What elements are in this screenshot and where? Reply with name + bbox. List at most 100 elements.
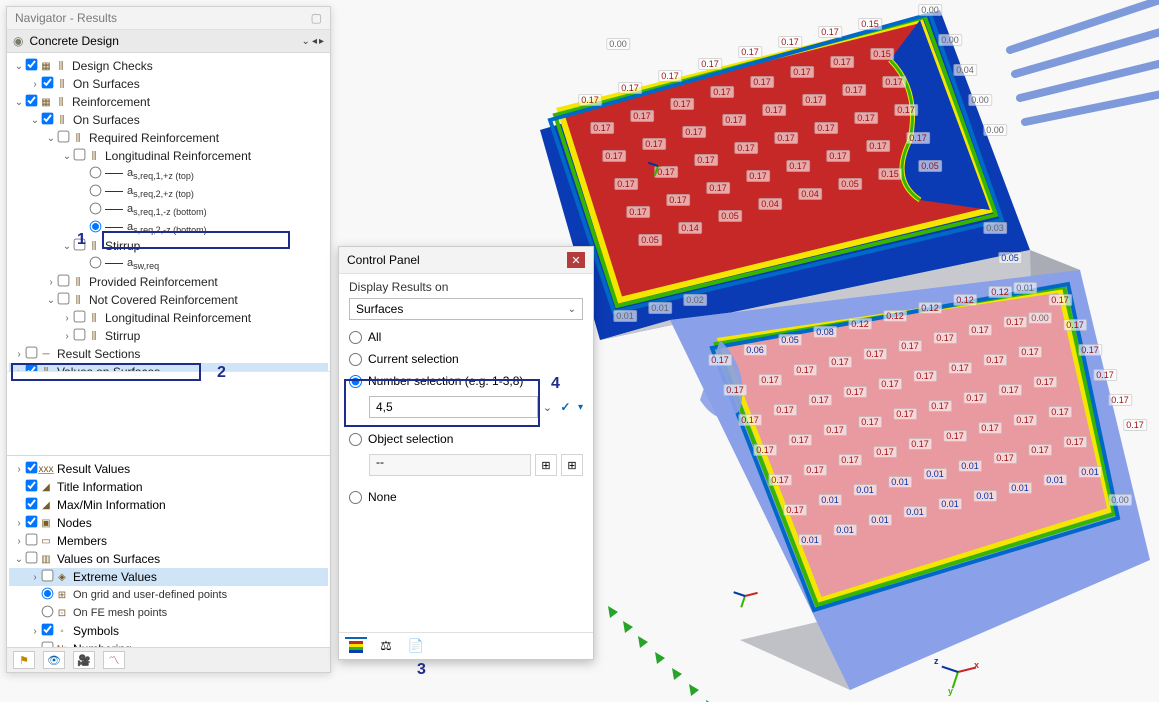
tree-row[interactable]: as,req,2,-z (bottom) [9, 219, 328, 237]
caret-collapsed-icon[interactable]: › [29, 644, 41, 648]
tree-row[interactable]: ◢Max/Min Information [9, 496, 328, 514]
tree-radio[interactable] [42, 588, 54, 600]
tree-row[interactable]: ›⫼On Surfaces [9, 75, 328, 93]
tree-checkbox[interactable] [26, 516, 38, 528]
tree-row[interactable]: ›◦Symbols [9, 622, 328, 640]
tab-eye[interactable]: 👁 [43, 651, 65, 669]
tree-row[interactable]: as,req,2,+z (top) [9, 183, 328, 201]
tree-checkbox[interactable] [26, 95, 38, 107]
tree-checkbox[interactable] [26, 365, 38, 371]
tree-row[interactable]: asw,req [9, 255, 328, 273]
display-on-select[interactable]: Surfaces ⌄ [349, 298, 583, 320]
tree-row[interactable]: ›⫼Provided Reinforcement [9, 273, 328, 291]
tree-row[interactable]: ›▭Members [9, 532, 328, 550]
caret-collapsed-icon[interactable]: › [61, 331, 73, 342]
pick2-icon[interactable]: ⊞ [561, 454, 583, 476]
cp-tab-export[interactable]: 📄 [405, 637, 427, 655]
navigator-options-tree[interactable]: ›x̲x̲x̲Result Values◢Title Information◢M… [7, 455, 330, 647]
tree-row[interactable]: ⌄▥Values on Surfaces [9, 550, 328, 568]
tree-row[interactable]: ⌄⫼Stirrup [9, 237, 328, 255]
radio-number-input[interactable] [349, 375, 362, 388]
caret-expanded-icon[interactable]: ⌄ [29, 115, 41, 126]
number-selection-input[interactable] [369, 396, 538, 418]
caret-collapsed-icon[interactable]: › [13, 536, 25, 547]
tree-checkbox[interactable] [74, 149, 86, 161]
tree-row[interactable]: ›⫼Longitudinal Reinforcement [9, 309, 328, 327]
caret-collapsed-icon[interactable]: › [13, 518, 25, 529]
tree-checkbox[interactable] [26, 552, 38, 564]
radio-object-input[interactable] [349, 433, 362, 446]
tree-radio[interactable] [90, 203, 102, 215]
radio-none-input[interactable] [349, 491, 362, 504]
tree-radio[interactable] [90, 257, 102, 269]
caret-expanded-icon[interactable]: ⌄ [45, 295, 57, 306]
tab-chart[interactable]: 〽 [103, 651, 125, 669]
tree-row[interactable]: ⊡On FE mesh points [9, 604, 328, 622]
tree-checkbox[interactable] [74, 311, 86, 323]
radio-all[interactable]: All [349, 330, 583, 344]
caret-expanded-icon[interactable]: ⌄ [13, 97, 25, 108]
tree-checkbox[interactable] [74, 329, 86, 341]
caret-collapsed-icon[interactable]: › [29, 79, 41, 90]
tree-row[interactable]: ⌄⫼Not Covered Reinforcement [9, 291, 328, 309]
tree-checkbox[interactable] [42, 570, 54, 582]
caret-expanded-icon[interactable]: ⌄ [13, 61, 25, 72]
caret-collapsed-icon[interactable]: › [29, 572, 41, 583]
tree-checkbox[interactable] [42, 642, 54, 647]
tree-row[interactable]: ›⫼Stirrup [9, 327, 328, 345]
caret-expanded-icon[interactable]: ⌄ [13, 554, 25, 565]
tree-checkbox[interactable] [42, 624, 54, 636]
navigator-tree[interactable]: ⌄▦⫼Design Checks›⫼On Surfaces⌄▦⫼Reinforc… [7, 53, 330, 371]
caret-expanded-icon[interactable]: ⌄ [61, 241, 73, 252]
tree-row[interactable]: ⌄⫼Longitudinal Reinforcement [9, 147, 328, 165]
tree-checkbox[interactable] [26, 59, 38, 71]
apply-icon[interactable]: ✓ [557, 396, 574, 418]
cp-tab-colors[interactable] [345, 637, 367, 655]
next-icon[interactable]: ▸ [319, 36, 324, 47]
caret-collapsed-icon[interactable]: › [29, 626, 41, 637]
radio-all-input[interactable] [349, 331, 362, 344]
close-icon[interactable]: ✕ [567, 252, 585, 268]
caret-collapsed-icon[interactable]: › [13, 367, 25, 372]
caret-collapsed-icon[interactable]: › [45, 277, 57, 288]
radio-current-input[interactable] [349, 353, 362, 366]
panel-dock-icon[interactable]: ▢ [311, 11, 322, 25]
tree-row[interactable]: ›─Result Sections [9, 345, 328, 363]
tree-row[interactable]: ⌄▦⫼Reinforcement [9, 93, 328, 111]
tree-checkbox[interactable] [26, 347, 38, 359]
tree-row[interactable]: ›◈Extreme Values [9, 568, 328, 586]
control-panel-title-bar[interactable]: Control Panel ✕ [339, 247, 593, 274]
tree-radio[interactable] [90, 185, 102, 197]
tree-row[interactable]: ◢Title Information [9, 478, 328, 496]
tree-radio[interactable] [42, 606, 54, 618]
cp-tab-balance[interactable]: ⚖ [375, 637, 397, 655]
caret-collapsed-icon[interactable]: › [13, 349, 25, 360]
tree-checkbox[interactable] [26, 534, 38, 546]
tree-row[interactable]: ›№Numbering [9, 640, 328, 647]
prev-icon[interactable]: ◂ [312, 36, 317, 47]
tree-checkbox[interactable] [58, 275, 70, 287]
navigator-title-bar[interactable]: Navigator - Results ▢ [7, 7, 330, 30]
tree-radio[interactable] [90, 167, 102, 179]
tree-row[interactable]: ⊞On grid and user-defined points [9, 586, 328, 604]
radio-none[interactable]: None [349, 490, 583, 504]
tree-checkbox[interactable] [42, 113, 54, 125]
pick-icon[interactable]: ⊞ [535, 454, 557, 476]
tree-row[interactable]: as,req,1,-z (bottom) [9, 201, 328, 219]
caret-expanded-icon[interactable]: ⌄ [61, 151, 73, 162]
caret-expanded-icon[interactable]: ⌄ [45, 133, 57, 144]
tree-row[interactable]: ›▣Nodes [9, 514, 328, 532]
tab-flag[interactable]: ⚑ [13, 651, 35, 669]
design-dropdown[interactable]: ◉ Concrete Design ⌄◂▸ [7, 30, 330, 53]
tree-checkbox[interactable] [26, 480, 38, 492]
tree-checkbox[interactable] [58, 293, 70, 305]
caret-collapsed-icon[interactable]: › [13, 464, 25, 475]
tree-checkbox[interactable] [26, 498, 38, 510]
dropdown-icon[interactable]: ▾ [578, 402, 583, 413]
tree-checkbox[interactable] [42, 77, 54, 89]
tree-row[interactable]: ⌄⫼On Surfaces [9, 111, 328, 129]
tree-checkbox[interactable] [26, 462, 38, 474]
radio-current[interactable]: Current selection [349, 352, 583, 366]
tree-row[interactable]: ⌄▦⫼Design Checks [9, 57, 328, 75]
tree-row[interactable]: ⌄⫼Required Reinforcement [9, 129, 328, 147]
